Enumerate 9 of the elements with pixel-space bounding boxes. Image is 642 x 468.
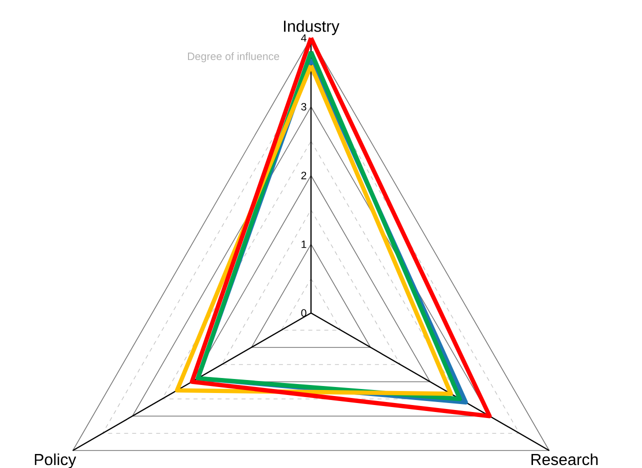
spoke-label: Industry [284,20,340,36]
text: Degree of influence [188,52,280,62]
y-tick-label: 4 [301,34,306,42]
y-tick-label: 0 [301,309,306,317]
y-tick-label: 1 [302,240,306,248]
spoke-label: Research [532,453,598,466]
y-tick-label: 3 [301,102,306,111]
y-tick-label: 2 [301,172,306,180]
spoke-label: Policy [34,453,76,468]
